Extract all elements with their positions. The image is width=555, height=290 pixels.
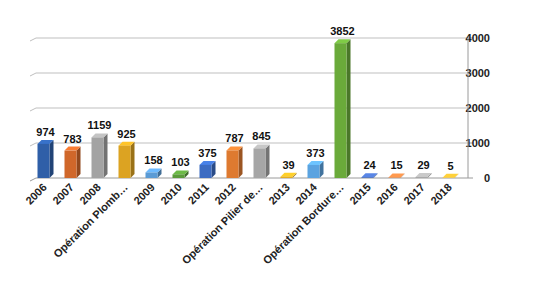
bar-front bbox=[416, 177, 428, 178]
bar-side bbox=[50, 140, 54, 178]
data-label: 3852 bbox=[330, 25, 354, 37]
bar bbox=[227, 146, 243, 178]
labels: 9742006783200711592008925Opération Plomb… bbox=[23, 25, 454, 266]
grid-line bbox=[30, 38, 468, 41]
tick-label: 2000 bbox=[466, 102, 490, 114]
bar bbox=[389, 173, 405, 178]
bar bbox=[65, 147, 81, 178]
data-label: 29 bbox=[417, 159, 429, 171]
category-label: 2009 bbox=[131, 181, 157, 207]
data-label: 158 bbox=[144, 154, 162, 166]
bar-side bbox=[239, 146, 243, 178]
category-label: 2013 bbox=[266, 181, 292, 207]
tick-label: 3000 bbox=[466, 67, 490, 79]
bar-side bbox=[104, 133, 108, 178]
category-label: 2007 bbox=[50, 181, 76, 207]
category-label: Opération Plomb… bbox=[51, 181, 130, 260]
category-label: Opération Pilier de… bbox=[179, 181, 264, 266]
category-label: 2017 bbox=[401, 181, 427, 207]
category-label: 2015 bbox=[347, 181, 373, 207]
category-label: 2010 bbox=[158, 181, 184, 207]
bar-front bbox=[65, 151, 77, 178]
data-label: 974 bbox=[36, 126, 55, 138]
data-label: 783 bbox=[63, 133, 81, 145]
bar-front bbox=[254, 148, 266, 178]
bar-side bbox=[131, 142, 135, 178]
bar bbox=[119, 142, 135, 178]
bar bbox=[362, 173, 378, 178]
bar-side bbox=[77, 147, 81, 178]
data-label: 925 bbox=[117, 128, 135, 140]
tick-mark bbox=[468, 178, 473, 179]
bar-top bbox=[227, 146, 243, 150]
chart-container: 0100020003000400097420067832007115920089… bbox=[0, 0, 555, 290]
data-label: 845 bbox=[252, 130, 270, 142]
bar-front bbox=[362, 177, 374, 179]
bar-front bbox=[38, 144, 50, 178]
bar-top bbox=[254, 144, 270, 148]
category-label: Opération Bordure… bbox=[260, 181, 345, 266]
category-label: 2016 bbox=[374, 181, 400, 207]
tick-label: 1000 bbox=[466, 137, 490, 149]
grid-line bbox=[30, 73, 468, 76]
bar bbox=[92, 133, 108, 178]
bar-front bbox=[227, 150, 239, 178]
data-label: 375 bbox=[198, 147, 216, 159]
bar-top bbox=[281, 173, 297, 177]
bar-top bbox=[362, 173, 378, 177]
bar-top bbox=[173, 170, 189, 174]
bar-front bbox=[173, 174, 185, 178]
bar-front bbox=[146, 172, 158, 178]
chart-svg: 0100020003000400097420067832007115920089… bbox=[0, 0, 555, 290]
bar-front bbox=[443, 177, 455, 178]
bar-side bbox=[347, 39, 351, 178]
bar-front bbox=[92, 137, 104, 178]
category-label: 2018 bbox=[428, 181, 454, 207]
bar-front bbox=[281, 177, 293, 178]
data-label: 373 bbox=[306, 147, 324, 159]
bar bbox=[200, 161, 216, 178]
category-label: 2011 bbox=[186, 181, 211, 206]
bar bbox=[416, 173, 432, 178]
bar bbox=[173, 170, 189, 178]
y-axis-line bbox=[468, 38, 469, 178]
category-label: 2006 bbox=[23, 181, 49, 207]
tick-label: 4000 bbox=[466, 32, 490, 44]
data-label: 1159 bbox=[88, 119, 112, 131]
bar-top bbox=[389, 173, 405, 177]
bar bbox=[281, 173, 297, 178]
data-label: 5 bbox=[447, 160, 453, 172]
grid-line bbox=[30, 108, 468, 111]
bar-front bbox=[335, 43, 347, 178]
bar-top bbox=[416, 173, 432, 177]
data-label: 24 bbox=[363, 159, 376, 171]
bar-side bbox=[266, 144, 270, 178]
bar-front bbox=[389, 177, 401, 179]
bar-top bbox=[65, 147, 81, 151]
bar-front bbox=[200, 165, 212, 178]
data-label: 15 bbox=[390, 159, 402, 171]
bar bbox=[38, 140, 54, 178]
bar-top bbox=[119, 142, 135, 146]
bars bbox=[38, 39, 459, 178]
bar bbox=[443, 174, 459, 178]
bar-top bbox=[200, 161, 216, 165]
bar-top bbox=[92, 133, 108, 137]
bar-top bbox=[443, 174, 459, 178]
bar-front bbox=[119, 146, 131, 178]
bar bbox=[308, 161, 324, 178]
bar-top bbox=[308, 161, 324, 165]
bar-front bbox=[308, 165, 320, 178]
grid-line bbox=[30, 178, 468, 181]
data-label: 103 bbox=[171, 156, 189, 168]
data-label: 787 bbox=[225, 132, 243, 144]
bar bbox=[254, 144, 270, 178]
data-label: 39 bbox=[282, 159, 294, 171]
bar-top bbox=[146, 168, 162, 172]
tick-label: 0 bbox=[484, 172, 490, 184]
bar bbox=[146, 168, 162, 178]
bar bbox=[335, 39, 351, 178]
bar-top bbox=[38, 140, 54, 144]
bar-top bbox=[335, 39, 351, 43]
